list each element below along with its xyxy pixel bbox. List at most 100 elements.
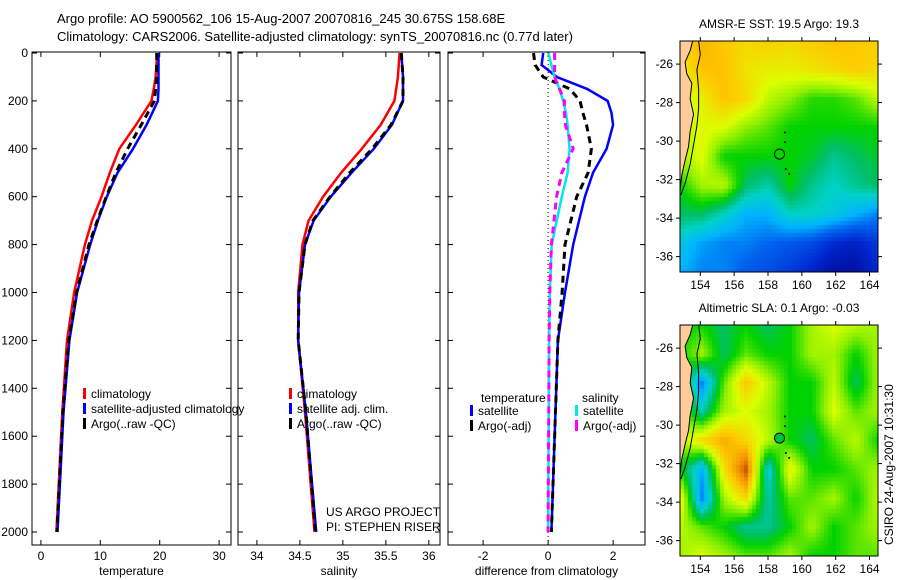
island [784,452,787,455]
lat-tick-label: -30 [656,134,674,148]
series-argo-adj- [546,53,575,533]
x-tick-label: 30 [212,549,226,563]
legend-swatch [289,388,292,399]
legend-header: salinity [582,391,619,405]
lat-tick-label: -26 [656,341,674,355]
y-tick-label: 0 [21,46,28,60]
x-tick-label: 36 [422,549,436,563]
lat-tick-label: -26 [656,57,674,71]
lat-tick-label: -34 [656,211,674,225]
island [788,172,791,175]
x-axis-label: difference from climatology [475,564,618,578]
legend-swatch [470,405,473,416]
x-tick-label: 0 [38,549,45,563]
project-credit: US ARGO PROJECT [326,505,441,519]
plot-frame [447,51,646,546]
legend-swatch [575,420,578,431]
legend-label: Argo(..raw -QC) [297,417,382,431]
lat-tick-label: -32 [656,457,674,471]
lon-tick-label: 160 [792,278,812,292]
land [679,324,695,476]
map-frame [679,324,879,557]
island [783,141,786,144]
pi-credit: PI: STEPHEN RISER [326,520,441,534]
shelf-contour [680,324,701,480]
series-satellite-adj-clim- [296,52,405,533]
legend-swatch [83,388,86,399]
title-line-1: Argo profile: AO 5900562_106 15-Aug-2007… [57,11,505,26]
x-tick-label: 35 [336,549,350,563]
series-satellite [540,52,615,533]
x-tick-label: 20 [153,549,167,563]
argo-position-marker [774,148,786,160]
x-tick-label: 2 [610,549,617,563]
y-tick-label: 600 [8,190,28,204]
series-argo-adj- [532,52,593,533]
legend-label: satellite [583,404,624,418]
y-tick-label: 1600 [1,429,28,443]
y-tick-label: 1400 [1,381,28,395]
title-line-2: Climatology: CARS2006. Satellite-adjuste… [57,29,573,44]
land [679,40,695,192]
curves [296,52,405,533]
plot-frame [237,51,441,546]
shelf-contour [680,40,701,196]
legend-label: Argo(..raw -QC) [91,417,176,431]
y-tick-label: 1000 [1,286,28,300]
map-title: Altimetric SLA: 0.1 Argo: -0.03 [699,301,860,315]
sst-map: AMSR-E SST: 19.5 Argo: 19.3 154 156 158 160 1… [656,17,882,292]
lon-tick-label: 160 [792,562,812,576]
island [784,168,787,171]
x-tick-label: 0 [545,549,552,563]
y-tick-label: 1800 [1,477,28,491]
legend-header: temperature [481,391,546,405]
legend-label: Argo(-adj) [478,419,531,433]
argo-position-marker [774,432,786,444]
legend-label: climatology [297,387,357,401]
lon-tick-label: 164 [860,278,880,292]
series-argo-raw-qc- [296,52,405,533]
lat-tick-label: -32 [656,173,674,187]
lon-tick-label: 158 [758,562,778,576]
timestamp-stamp: CSIRO 24-Aug-2007 10:31:30 [882,384,896,545]
legend-swatch [83,418,86,429]
legend-swatch [289,418,292,429]
panel-salinity: 34 34.5 35 35.5 36 salinity climatologysatelli… [237,51,441,578]
legend-label: satellite adj. clim. [297,402,388,416]
legend: temperature salinitysatelliteArgo(-adj)sa… [470,391,636,433]
map-title: AMSR-E SST: 19.5 Argo: 19.3 [699,17,859,31]
y-tick-label: 2000 [1,525,28,539]
x-tick-label: 34.5 [288,549,312,563]
y-tick-label: 400 [8,142,28,156]
x-tick-label: 34 [250,549,264,563]
sst-heatmap [680,41,878,272]
lat-tick-label: -36 [656,534,674,548]
legend-label: Argo(-adj) [583,419,636,433]
series-climatology [55,52,159,533]
series-climatology [296,52,401,533]
island [783,131,786,134]
legend-label: satellite-adjusted climatology [91,402,244,416]
panel-temperature: 0 10 20 30 0 200 400 600 800 1000 1200 1400 1600 1800… [1,46,244,578]
x-axis-label: salinity [321,564,358,578]
x-tick-label: 35.5 [374,549,398,563]
lon-tick-label: 156 [724,278,744,292]
lat-tick-label: -28 [656,96,674,110]
series-satellite-adjusted-climatology [56,53,160,533]
series-argo-raw-qc- [55,53,159,533]
y-tick-label: 800 [8,238,28,252]
y-tick-label: 1200 [1,333,28,347]
lon-tick-label: 158 [758,278,778,292]
x-axis-label: temperature [99,564,164,578]
legend-swatch [289,403,292,414]
lon-tick-label: 164 [860,562,880,576]
legend-label: satellite [478,404,519,418]
lat-tick-label: -36 [656,250,674,264]
island [783,425,786,428]
lon-tick-label: 154 [690,562,710,576]
sla-map: Altimetric SLA: 0.1 Argo: -0.03 154 156 158… [656,301,882,576]
